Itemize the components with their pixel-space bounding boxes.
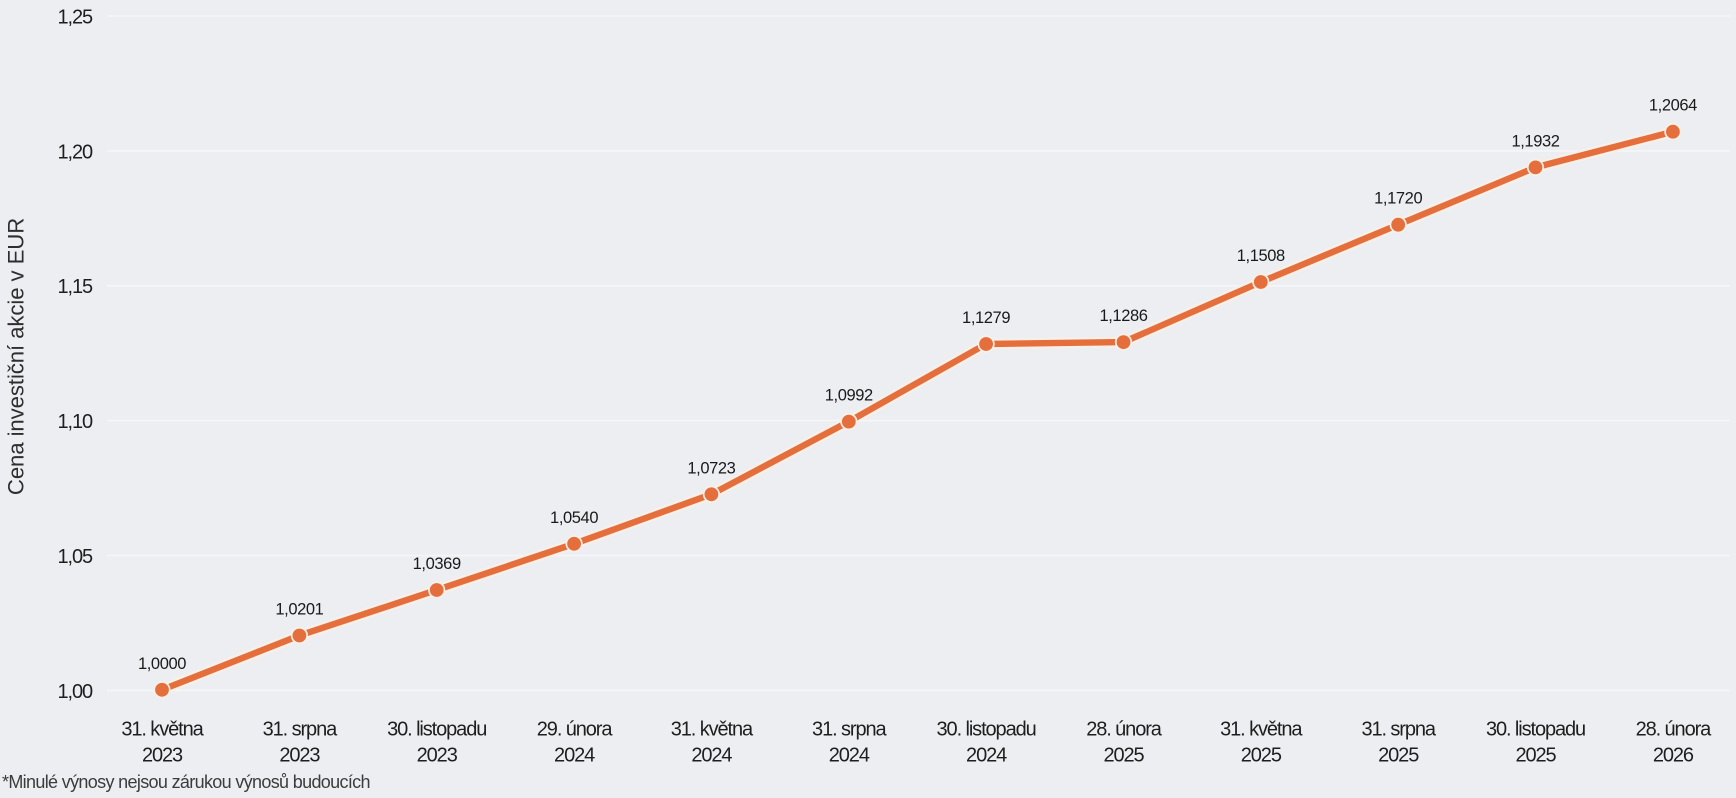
svg-text:30. listopadu: 30. listopadu	[387, 719, 486, 741]
svg-text:2024: 2024	[554, 745, 595, 767]
svg-text:30. listopadu: 30. listopadu	[1486, 719, 1585, 741]
svg-text:28. února: 28. února	[1086, 719, 1163, 741]
svg-text:2025: 2025	[1378, 745, 1419, 767]
svg-text:31. května: 31. května	[121, 719, 204, 741]
svg-text:31. srpna: 31. srpna	[263, 719, 338, 741]
svg-text:1,0723: 1,0723	[687, 459, 735, 477]
svg-text:2023: 2023	[279, 745, 320, 767]
svg-text:1,20: 1,20	[57, 141, 93, 163]
svg-text:1,1508: 1,1508	[1237, 247, 1285, 265]
svg-text:31. května: 31. května	[671, 719, 754, 741]
svg-text:30. listopadu: 30. listopadu	[937, 719, 1036, 741]
svg-text:2024: 2024	[691, 745, 732, 767]
svg-text:1,1279: 1,1279	[962, 309, 1010, 327]
svg-text:1,05: 1,05	[57, 546, 93, 568]
svg-text:31. května: 31. května	[1220, 719, 1303, 741]
svg-text:*Minulé výnosy nejsou zárukou: *Minulé výnosy nejsou zárukou výnosů bud…	[2, 772, 370, 792]
svg-text:1,25: 1,25	[57, 6, 93, 28]
svg-text:Cena investiční akcie v EUR: Cena investiční akcie v EUR	[4, 218, 29, 495]
svg-text:2025: 2025	[1241, 745, 1282, 767]
svg-text:2026: 2026	[1653, 745, 1694, 767]
svg-text:1,1720: 1,1720	[1374, 190, 1422, 208]
svg-text:1,1286: 1,1286	[1099, 307, 1147, 325]
svg-text:1,15: 1,15	[57, 276, 93, 298]
svg-text:29. února: 29. února	[537, 719, 614, 741]
svg-text:2023: 2023	[417, 745, 458, 767]
svg-text:2025: 2025	[1103, 745, 1144, 767]
svg-text:1,00: 1,00	[57, 681, 93, 703]
svg-text:1,1932: 1,1932	[1511, 132, 1559, 150]
svg-text:2023: 2023	[142, 745, 183, 767]
svg-text:1,0201: 1,0201	[275, 601, 323, 619]
svg-text:31. srpna: 31. srpna	[1361, 719, 1436, 741]
svg-text:2025: 2025	[1515, 745, 1556, 767]
svg-text:2024: 2024	[966, 745, 1007, 767]
svg-text:1,2064: 1,2064	[1649, 97, 1697, 115]
svg-text:1,0540: 1,0540	[550, 509, 598, 527]
svg-text:2024: 2024	[829, 745, 870, 767]
svg-text:1,0000: 1,0000	[138, 655, 186, 673]
svg-text:28. února: 28. února	[1636, 719, 1713, 741]
svg-text:1,0369: 1,0369	[413, 555, 461, 573]
svg-text:31. srpna: 31. srpna	[812, 719, 887, 741]
svg-text:1,0992: 1,0992	[825, 387, 873, 405]
svg-text:1,10: 1,10	[57, 411, 93, 433]
